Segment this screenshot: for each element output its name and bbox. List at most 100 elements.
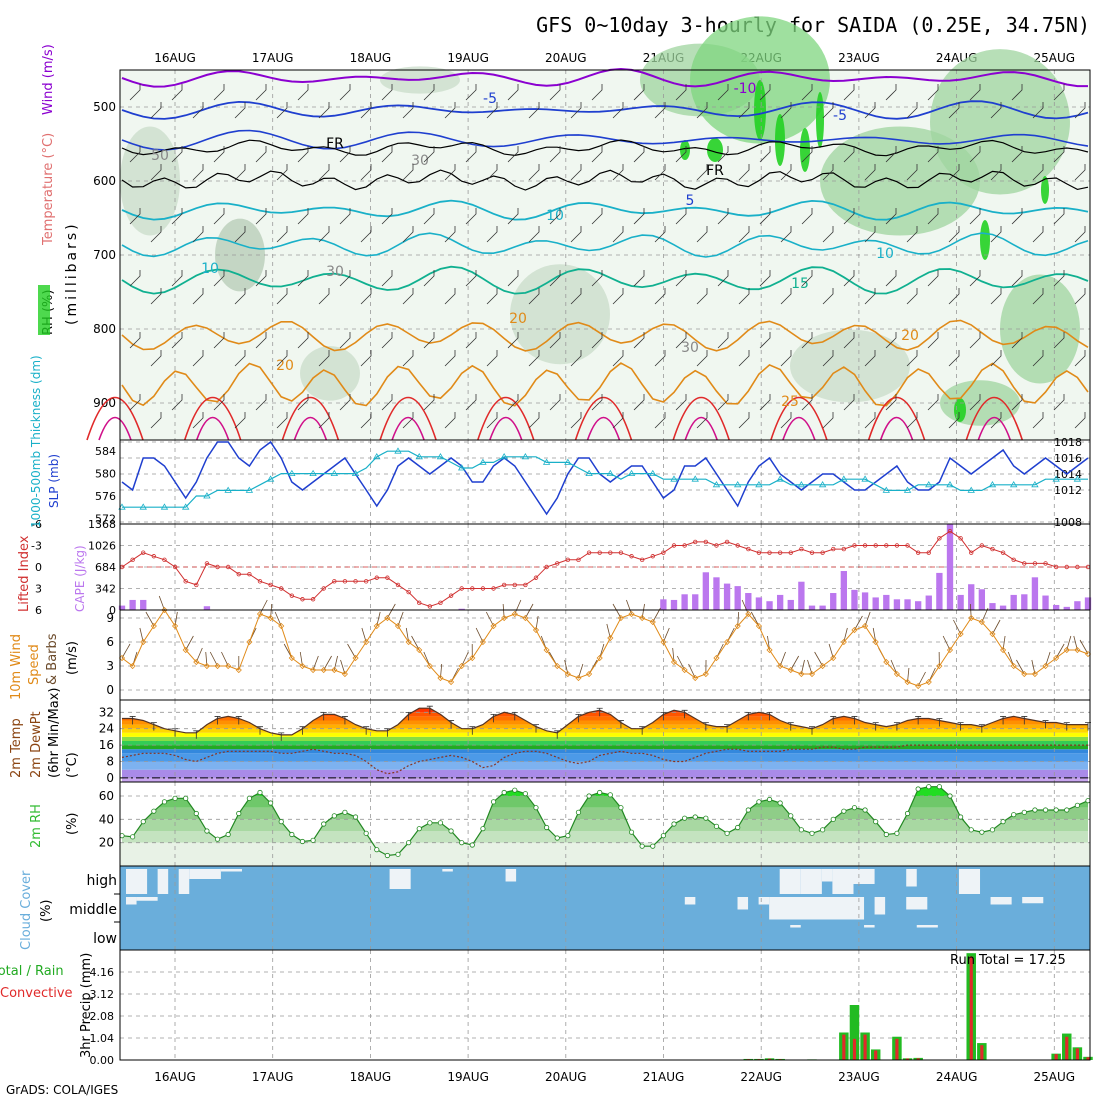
contour-label: 10 <box>546 208 564 224</box>
wind-barb <box>360 350 372 367</box>
clear-sky-block <box>136 897 158 901</box>
credit-text: GrADS: COLA/IGES <box>6 1083 118 1097</box>
cape-bar <box>872 597 879 610</box>
wind-barb <box>195 647 203 663</box>
wind-barb <box>402 164 414 181</box>
contour-label: 20 <box>901 328 919 344</box>
temp-ylabel: 2m Temp <box>9 718 24 778</box>
wind-barb <box>654 102 666 119</box>
thickness-point <box>288 469 296 476</box>
wind-barb <box>192 288 204 305</box>
rh-point <box>1064 807 1070 813</box>
date-label-bottom: 23AUG <box>838 1070 880 1084</box>
wind-barb <box>297 84 309 101</box>
lifted-point <box>363 579 369 584</box>
wind-speed-point <box>808 670 816 678</box>
contour-line <box>379 396 437 441</box>
level-label-middle: middle <box>69 902 117 918</box>
slp-tick-label: 1018 <box>1054 436 1082 449</box>
wind-barb <box>612 350 624 367</box>
wind-speed-point <box>426 662 433 670</box>
wind-speed-point <box>777 662 784 670</box>
minmax-marker <box>150 722 157 731</box>
temp-band <box>122 749 1088 754</box>
minmax-marker <box>787 722 794 731</box>
wind-speed-point <box>649 618 656 626</box>
contour-label: FR <box>706 163 724 179</box>
thickness-point <box>457 464 466 471</box>
contour-line <box>281 396 340 441</box>
wind-barb <box>759 208 771 225</box>
wind-barb <box>1053 146 1065 163</box>
rh-point <box>968 827 974 833</box>
lifted-point <box>470 586 475 591</box>
wind-barb <box>654 164 666 181</box>
thickness-point <box>585 469 593 476</box>
rh2m-unit-label: (%) <box>65 813 80 836</box>
lifted-point <box>1022 561 1027 566</box>
cape-tick-label: 342 <box>95 583 116 596</box>
wind-barb <box>145 611 155 627</box>
cape-bar <box>670 599 678 610</box>
wind-barb <box>801 84 813 101</box>
wind-barb <box>738 412 750 429</box>
rh-point <box>565 833 571 839</box>
rh-point <box>427 820 433 826</box>
rh-point <box>544 824 550 831</box>
cloud-unit: (%) <box>39 900 54 923</box>
wind-barb <box>948 164 960 181</box>
wind-speed-point <box>288 654 295 662</box>
wind-barb <box>402 102 414 119</box>
thickness-point <box>712 481 721 488</box>
rh-point <box>756 799 762 805</box>
wind-barb <box>339 270 351 287</box>
contour-label: -5 <box>833 108 847 124</box>
lifted-point <box>512 582 517 588</box>
minmax-marker <box>851 716 858 725</box>
minmax-marker <box>554 730 561 739</box>
contour-label: 5 <box>686 193 695 209</box>
contour-line <box>977 416 1012 441</box>
lifted-point <box>555 561 560 566</box>
wind-barb <box>906 102 918 119</box>
wind-barb <box>318 288 330 305</box>
rh-point <box>161 799 168 805</box>
thickness-point <box>649 469 657 476</box>
contour-line <box>98 416 132 441</box>
lifted-point <box>332 579 337 584</box>
wind-barb <box>192 102 204 119</box>
wind-barb <box>209 651 218 667</box>
wind-barb <box>591 394 603 411</box>
wind-barb <box>259 599 268 615</box>
cape-bar <box>723 583 731 610</box>
wind-barb <box>885 332 897 349</box>
wind-speed-point <box>830 654 837 662</box>
wind-barb <box>528 350 540 367</box>
wind-barb <box>1032 226 1044 243</box>
wind-barb <box>906 288 918 305</box>
minmax-marker <box>660 711 667 721</box>
wind-barb <box>633 270 645 287</box>
wind-barb <box>381 208 393 225</box>
cape-bar <box>936 572 943 610</box>
wind-barb <box>612 603 622 619</box>
wind-barb <box>570 164 582 181</box>
rh-base <box>120 842 1090 866</box>
minmax-marker <box>384 728 391 737</box>
wind-barb <box>738 102 750 119</box>
wind-barb <box>927 332 939 349</box>
wind-speed-point <box>787 666 794 674</box>
contour-line <box>121 362 1089 407</box>
y-tick-label: 0 <box>106 683 114 697</box>
wind-barb <box>221 651 229 667</box>
lifted-point <box>215 564 220 570</box>
wind-ylabel: 10m Wind <box>9 634 24 700</box>
precip-convective-bar <box>969 956 973 1060</box>
temp-band <box>122 753 1088 762</box>
rh-point <box>703 815 709 821</box>
contour-label: 10 <box>201 261 219 277</box>
wind-speed-point <box>256 610 264 618</box>
wind-speed-point <box>341 670 348 678</box>
temp-ylabel: 2m DewPt <box>29 711 44 778</box>
clear-sky-block <box>189 869 221 879</box>
